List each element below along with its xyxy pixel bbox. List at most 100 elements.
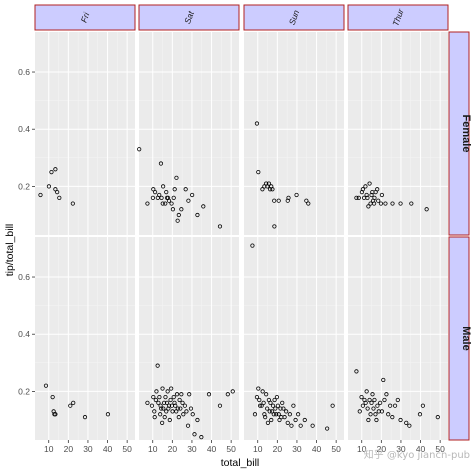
data-point [53, 167, 58, 172]
x-tick-label: 40 [207, 444, 217, 454]
data-point [166, 403, 172, 408]
x-tick-label: 10 [253, 444, 263, 454]
data-point [365, 195, 370, 200]
data-point [182, 403, 187, 408]
data-point [291, 403, 296, 408]
data-point [302, 417, 307, 423]
data-point [395, 397, 400, 403]
data-point [383, 201, 388, 206]
data-point [151, 187, 156, 192]
data-point [180, 400, 185, 405]
strip-label: Sat [182, 9, 196, 25]
data-point [379, 192, 385, 198]
data-point [260, 389, 265, 394]
x-axis-title: total_bill [221, 457, 260, 469]
data-point [164, 190, 169, 195]
data-point [166, 406, 171, 411]
data-point [398, 201, 403, 206]
data-point [281, 406, 286, 411]
data-point [367, 181, 372, 186]
y-tick-label: 0.2 [18, 181, 30, 191]
y-tick-label: 0.2 [18, 386, 30, 396]
data-point [268, 400, 273, 405]
data-point [151, 395, 156, 400]
data-point [172, 187, 177, 192]
data-point [53, 187, 58, 192]
data-point [256, 386, 261, 391]
data-point [105, 412, 111, 417]
data-point [378, 201, 384, 206]
data-point [364, 389, 369, 394]
panel-background [244, 32, 344, 235]
y-tick-label: 0.4 [18, 329, 30, 339]
data-point [296, 412, 301, 417]
data-point [294, 192, 299, 198]
data-point [68, 403, 73, 408]
data-point [354, 369, 359, 374]
data-point [257, 403, 263, 408]
data-point [381, 377, 386, 383]
data-point [269, 409, 275, 414]
data-point [225, 392, 230, 397]
data-point [274, 412, 279, 417]
data-point [174, 392, 180, 397]
data-point [158, 412, 163, 417]
strip-label: Male [460, 326, 472, 350]
data-point [409, 201, 414, 206]
data-point [57, 195, 62, 200]
data-point [185, 423, 191, 428]
x-tick-label: 10 [44, 444, 54, 454]
data-point [71, 400, 76, 405]
x-tick-label: 20 [377, 444, 387, 454]
panel-background [139, 237, 239, 440]
data-point [262, 184, 267, 189]
data-point [159, 406, 164, 411]
data-point [276, 198, 281, 203]
data-point [424, 207, 429, 212]
y-axis-title: tip/total_bill [4, 224, 16, 277]
data-point [366, 417, 371, 423]
strip-sun: Sun [243, 4, 345, 31]
data-point [266, 181, 271, 186]
strip-box [34, 4, 136, 31]
x-tick-label: 30 [187, 444, 197, 454]
x-tick-label: 10 [148, 444, 158, 454]
data-point [179, 392, 184, 397]
data-point [356, 195, 361, 200]
data-point [152, 415, 157, 420]
data-point [375, 187, 380, 192]
data-point [275, 403, 281, 408]
data-point [375, 403, 380, 408]
data-point [370, 392, 375, 397]
y-tick-label: 0.6 [18, 67, 30, 77]
data-point [184, 409, 189, 414]
strip-box [347, 4, 449, 31]
panel-background [35, 32, 135, 235]
data-point [376, 198, 381, 203]
x-tick-label: 20 [64, 444, 74, 454]
data-point [284, 409, 289, 414]
data-point [417, 412, 423, 417]
data-point [265, 420, 271, 425]
panels-layer [35, 32, 448, 440]
panel-sat-female [137, 32, 239, 235]
data-point [206, 392, 212, 397]
data-point [38, 192, 43, 198]
data-point [325, 426, 330, 431]
panel-fri-female [35, 32, 135, 235]
data-point [186, 198, 191, 203]
data-point [293, 417, 298, 423]
data-point [157, 395, 162, 400]
data-point [306, 201, 311, 206]
data-point [166, 198, 172, 203]
data-point [175, 218, 180, 223]
data-point [174, 175, 179, 180]
data-point [160, 201, 165, 206]
data-point [257, 397, 262, 403]
data-point [171, 395, 176, 400]
panel-thur-female [348, 32, 448, 235]
data-point [256, 170, 261, 175]
data-point [371, 406, 376, 411]
strip-fri: Fri [34, 4, 136, 31]
data-point [388, 403, 393, 408]
